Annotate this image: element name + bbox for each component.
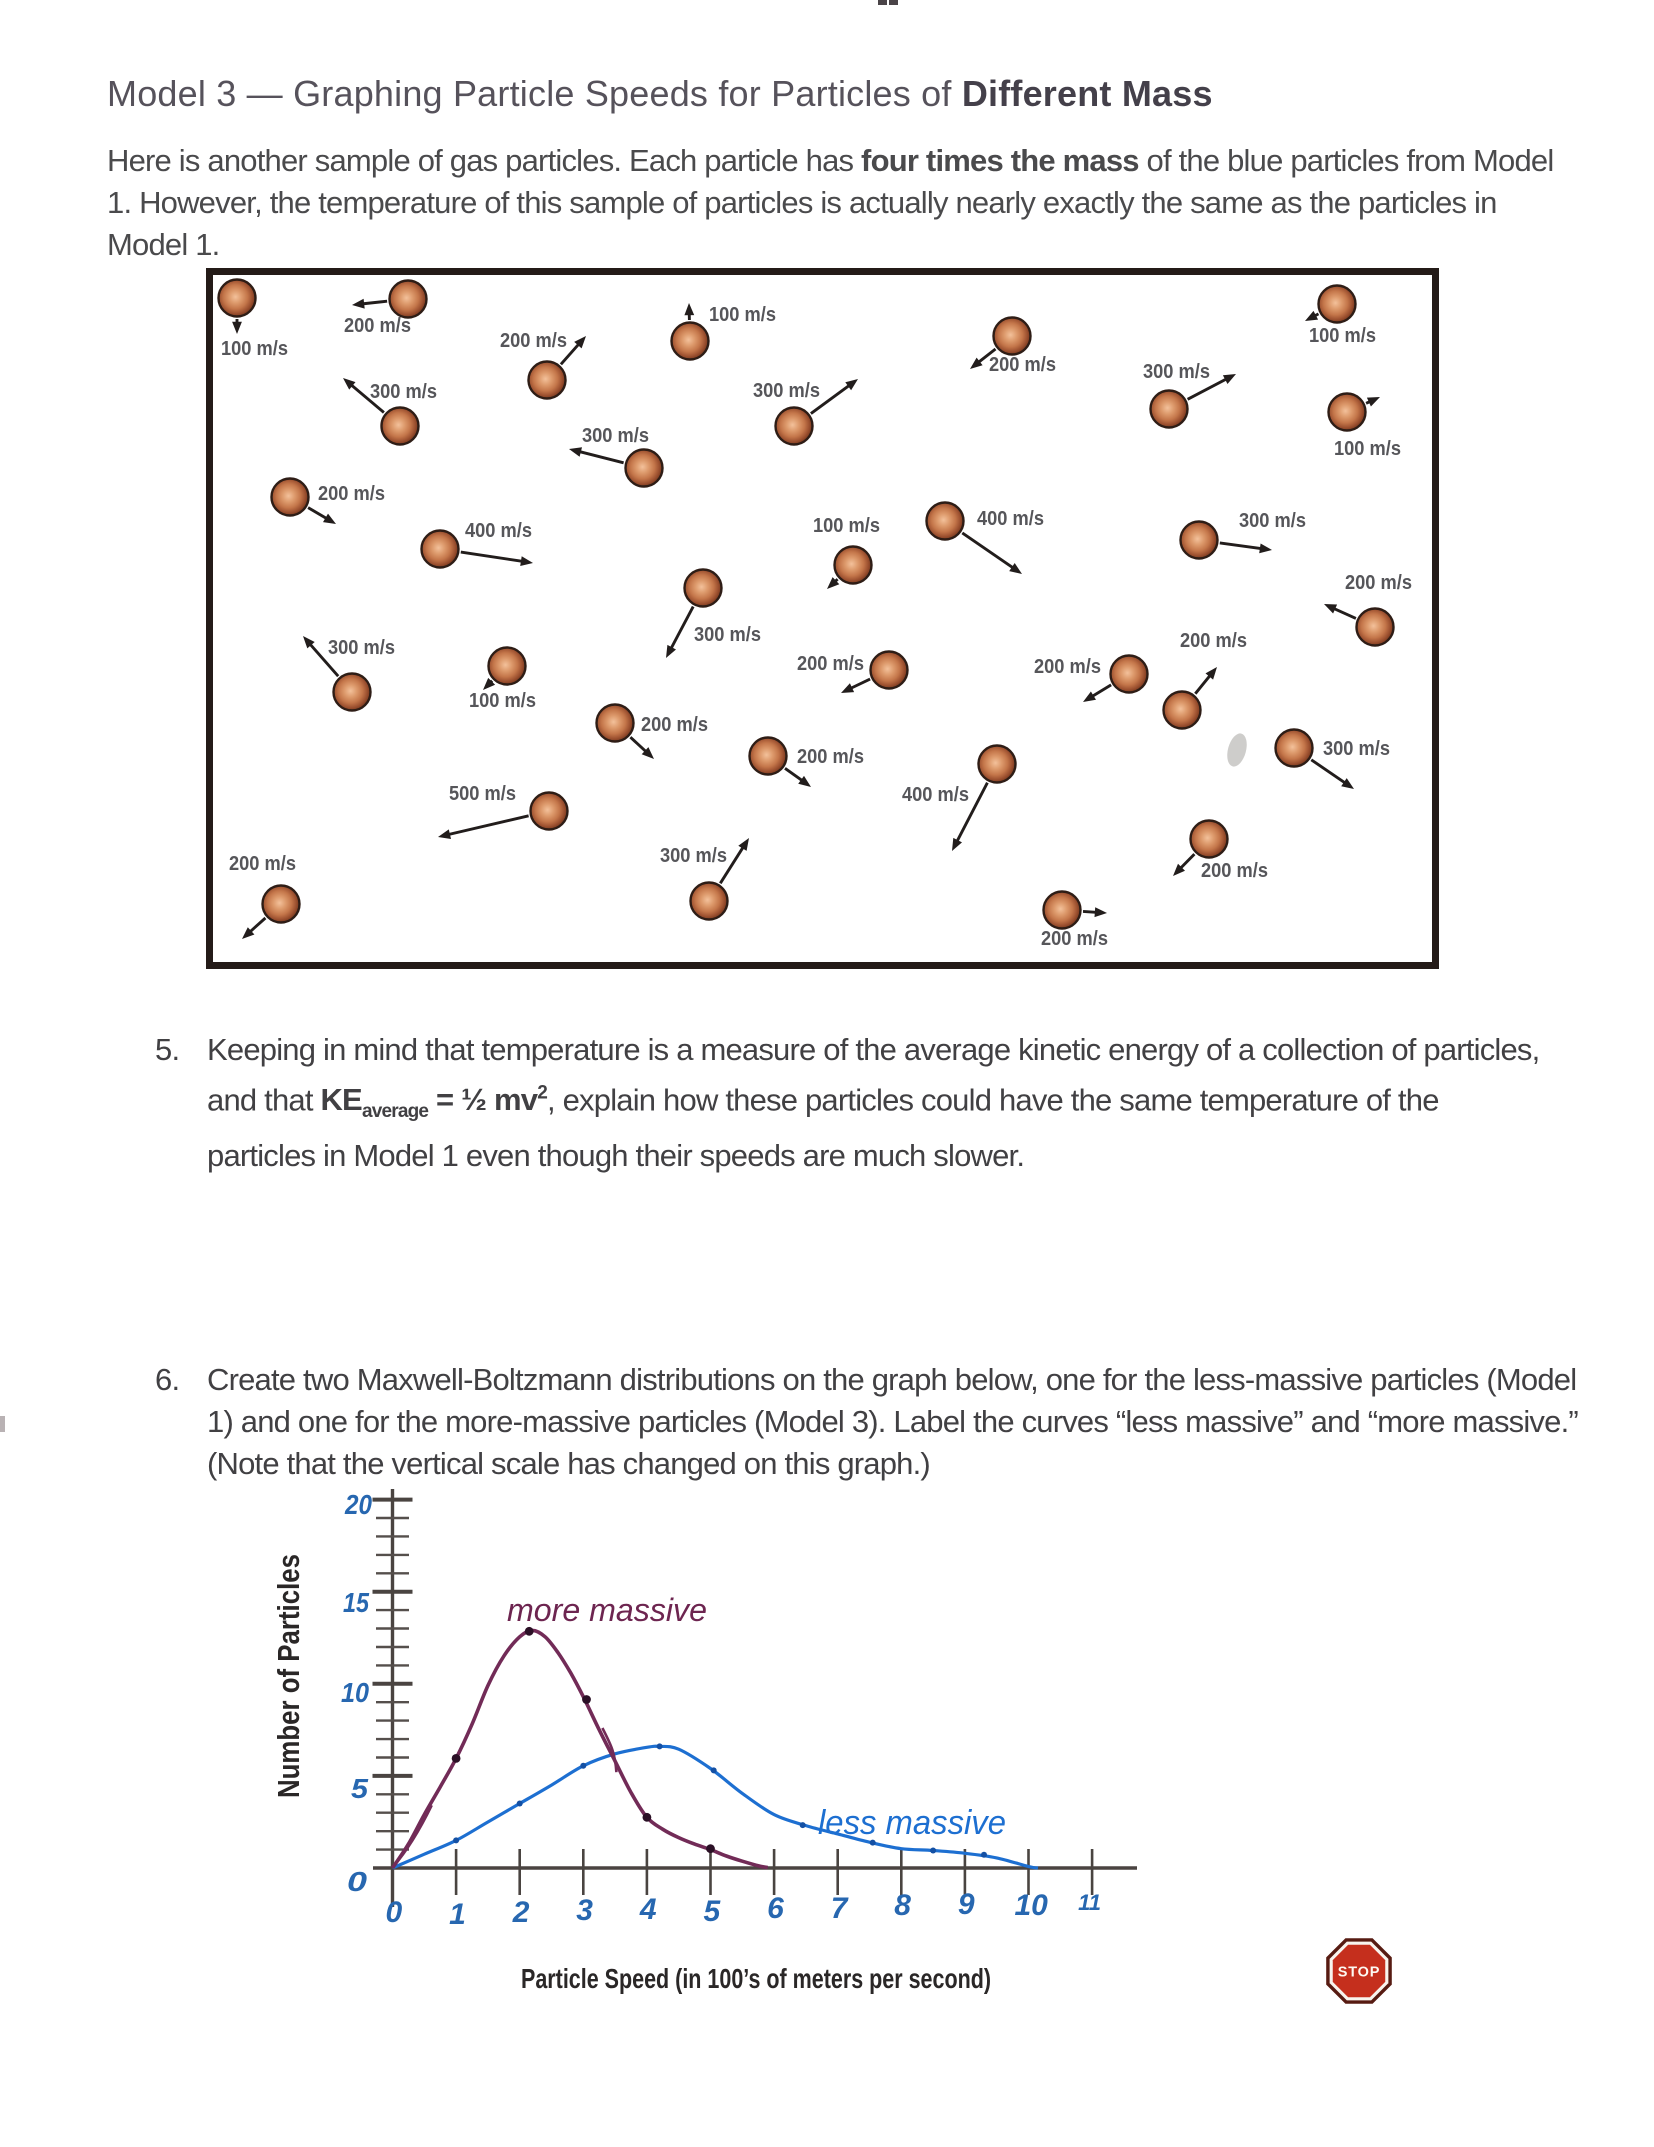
svg-text:200 m/s: 200 m/s (1180, 629, 1247, 652)
svg-text:200 m/s: 200 m/s (797, 745, 864, 768)
svg-text:11: 11 (1078, 1890, 1101, 1915)
svg-text:6: 6 (767, 1892, 784, 1925)
svg-text:Number of Particles: Number of Particles (271, 1554, 306, 1798)
svg-text:5: 5 (351, 1773, 368, 1804)
svg-text:200 m/s: 200 m/s (500, 329, 567, 352)
svg-text:8: 8 (894, 1889, 911, 1922)
svg-text:200 m/s: 200 m/s (1201, 859, 1268, 882)
svg-text:200 m/s: 200 m/s (1041, 927, 1108, 950)
svg-text:400 m/s: 400 m/s (977, 507, 1044, 530)
svg-text:300 m/s: 300 m/s (1323, 737, 1390, 760)
svg-text:300 m/s: 300 m/s (582, 424, 649, 447)
svg-text:100 m/s: 100 m/s (469, 689, 536, 712)
svg-text:200 m/s: 200 m/s (641, 713, 708, 736)
svg-text:STOP: STOP (1338, 1965, 1380, 1981)
svg-text:200 m/s: 200 m/s (797, 652, 864, 675)
svg-text:100 m/s: 100 m/s (813, 514, 880, 537)
svg-text:15: 15 (343, 1587, 369, 1618)
svg-text:300 m/s: 300 m/s (328, 636, 395, 659)
svg-text:300 m/s: 300 m/s (753, 379, 820, 402)
svg-text:500 m/s: 500 m/s (449, 782, 516, 805)
svg-text:100 m/s: 100 m/s (1309, 324, 1376, 347)
svg-text:0: 0 (347, 1866, 368, 1897)
svg-text:300 m/s: 300 m/s (1239, 509, 1306, 532)
svg-text:100 m/s: 100 m/s (1334, 437, 1401, 460)
svg-text:4: 4 (639, 1893, 657, 1926)
svg-text:Particle Speed (in 100’s of me: Particle Speed (in 100’s of meters per s… (521, 1963, 991, 1994)
svg-text:200 m/s: 200 m/s (318, 482, 385, 505)
svg-text:20: 20 (344, 1489, 372, 1520)
svg-text:200 m/s: 200 m/s (229, 852, 296, 875)
svg-text:400 m/s: 400 m/s (465, 519, 532, 542)
svg-text:2: 2 (512, 1896, 530, 1929)
svg-text:200 m/s: 200 m/s (1034, 655, 1101, 678)
svg-text:10: 10 (341, 1677, 369, 1708)
svg-text:200 m/s: 200 m/s (989, 353, 1056, 376)
svg-text:0: 0 (386, 1896, 403, 1929)
svg-text:less massive: less massive (818, 1804, 1006, 1842)
svg-text:10: 10 (1015, 1889, 1049, 1922)
svg-text:5: 5 (704, 1895, 722, 1928)
svg-text:3: 3 (576, 1894, 593, 1927)
svg-text:300 m/s: 300 m/s (694, 623, 761, 646)
svg-text:300 m/s: 300 m/s (1143, 360, 1210, 383)
svg-text:7: 7 (831, 1892, 849, 1925)
svg-text:300 m/s: 300 m/s (370, 380, 437, 403)
svg-text:100 m/s: 100 m/s (709, 303, 776, 326)
svg-text:9: 9 (958, 1888, 975, 1921)
svg-text:100 m/s: 100 m/s (221, 337, 288, 360)
svg-text:300 m/s: 300 m/s (660, 844, 727, 867)
svg-text:more massive: more massive (507, 1592, 707, 1628)
svg-text:1: 1 (449, 1898, 466, 1931)
svg-text:400 m/s: 400 m/s (902, 783, 969, 806)
svg-text:200 m/s: 200 m/s (344, 314, 411, 337)
svg-text:200 m/s: 200 m/s (1345, 571, 1412, 594)
